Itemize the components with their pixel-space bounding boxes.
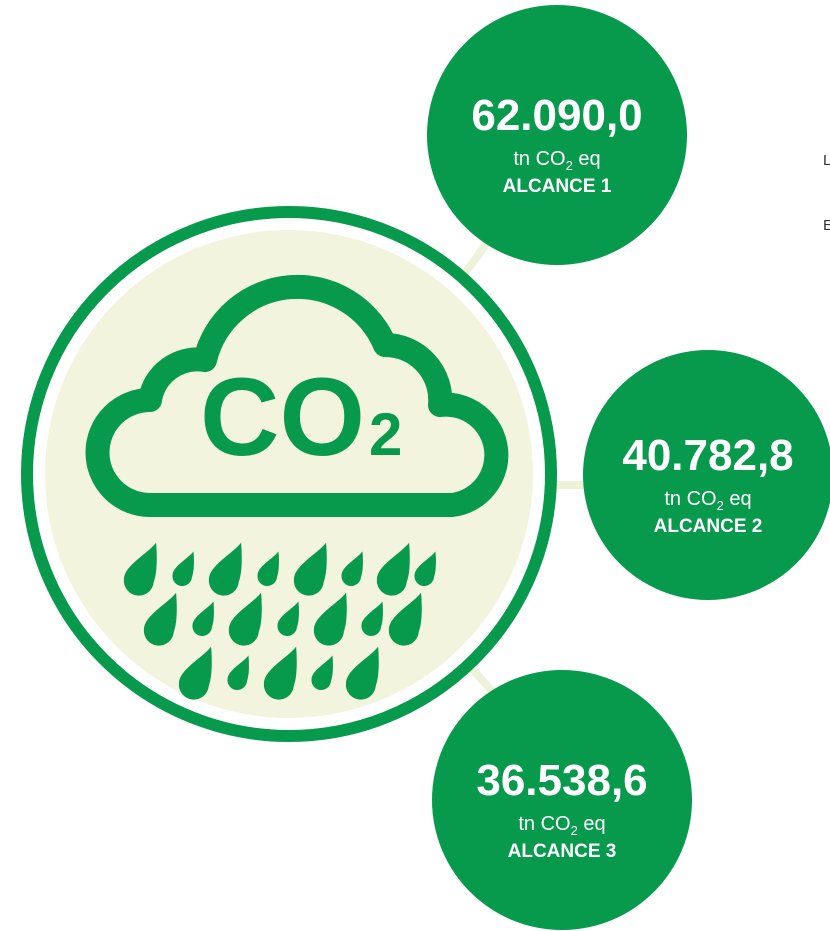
scope-value: 62.090,0 — [471, 91, 642, 140]
raindrop — [257, 551, 279, 587]
icon-text: CO — [200, 356, 365, 479]
unit-sub: 2 — [571, 823, 578, 838]
scope-value: 40.782,8 — [622, 431, 793, 480]
raindrop — [341, 551, 363, 587]
icon-sub: 2 — [369, 401, 402, 468]
cloud-icon — [85, 274, 509, 517]
raindrop — [227, 655, 249, 691]
raindrops — [123, 542, 436, 700]
raindrop — [361, 601, 383, 637]
unit-sub: 2 — [566, 158, 573, 173]
scope-circle — [427, 5, 687, 265]
unit-text: eq — [573, 148, 601, 170]
raindrop — [293, 542, 327, 596]
raindrop — [192, 601, 214, 637]
unit-text: tn CO — [664, 488, 716, 510]
raindrop — [277, 601, 299, 637]
raindrop — [311, 655, 333, 691]
raindrop — [345, 646, 379, 700]
scope-value: 36.538,6 — [476, 756, 647, 805]
raindrop — [414, 551, 436, 587]
scope-unit: tn CO2 eq — [664, 488, 751, 513]
scope-circle — [583, 350, 830, 600]
icon-label: CO2 — [200, 356, 402, 479]
raindrop — [376, 542, 410, 596]
unit-text: tn CO — [518, 813, 570, 835]
raindrop — [208, 542, 242, 596]
scope-label: ALCANCE 3 — [508, 841, 617, 862]
edge-text: E — [823, 217, 830, 234]
raindrop — [263, 646, 297, 700]
unit-text: eq — [578, 813, 606, 835]
raindrop — [123, 542, 157, 596]
scope-unit: tn CO2 eq — [513, 148, 600, 173]
raindrop — [228, 592, 262, 646]
raindrop — [172, 551, 194, 587]
raindrop — [313, 592, 347, 646]
raindrop — [178, 646, 212, 700]
scope-unit: tn CO2 eq — [518, 813, 605, 838]
unit-sub: 2 — [717, 498, 724, 513]
unit-text: tn CO — [513, 148, 565, 170]
scope-circle — [432, 670, 692, 930]
unit-text: eq — [724, 488, 752, 510]
raindrop — [388, 592, 422, 646]
edge-text: L — [823, 152, 830, 169]
raindrop — [143, 592, 177, 646]
scope-label: ALCANCE 1 — [503, 176, 612, 197]
scope-label: ALCANCE 2 — [654, 516, 763, 537]
